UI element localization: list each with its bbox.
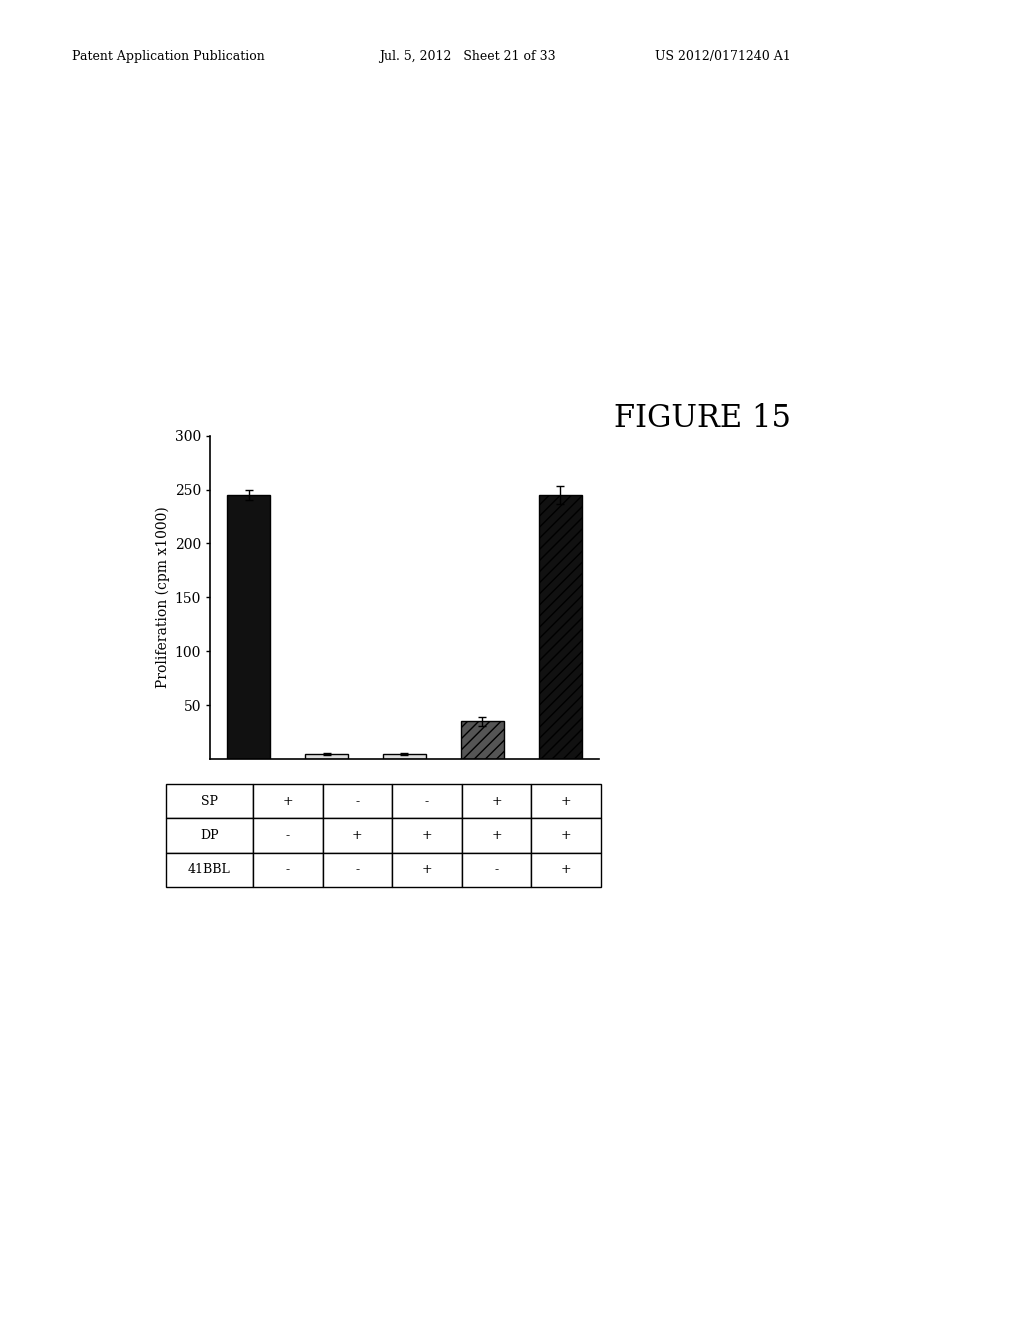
Text: +: + [561,863,571,876]
Text: -: - [425,795,429,808]
Text: -: - [495,863,499,876]
Text: -: - [355,863,359,876]
Text: -: - [286,863,290,876]
Text: +: + [422,829,432,842]
Bar [383,754,426,759]
Text: +: + [283,795,293,808]
Text: +: + [492,795,502,808]
Text: Jul. 5, 2012   Sheet 21 of 33: Jul. 5, 2012 Sheet 21 of 33 [379,50,555,63]
Text: +: + [492,829,502,842]
Text: -: - [355,795,359,808]
Text: US 2012/0171240 A1: US 2012/0171240 A1 [655,50,792,63]
Text: -: - [286,829,290,842]
Bar [227,495,270,759]
Text: +: + [422,863,432,876]
Text: DP: DP [200,829,219,842]
Text: +: + [561,829,571,842]
Bar [305,754,348,759]
Text: FIGURE 15: FIGURE 15 [614,403,792,433]
Bar [461,721,504,759]
Text: SP: SP [201,795,218,808]
Bar [539,495,582,759]
Text: +: + [352,829,362,842]
Text: Patent Application Publication: Patent Application Publication [72,50,264,63]
Y-axis label: Proliferation (cpm x1000): Proliferation (cpm x1000) [156,507,170,688]
Text: 41BBL: 41BBL [188,863,230,876]
Text: +: + [561,795,571,808]
